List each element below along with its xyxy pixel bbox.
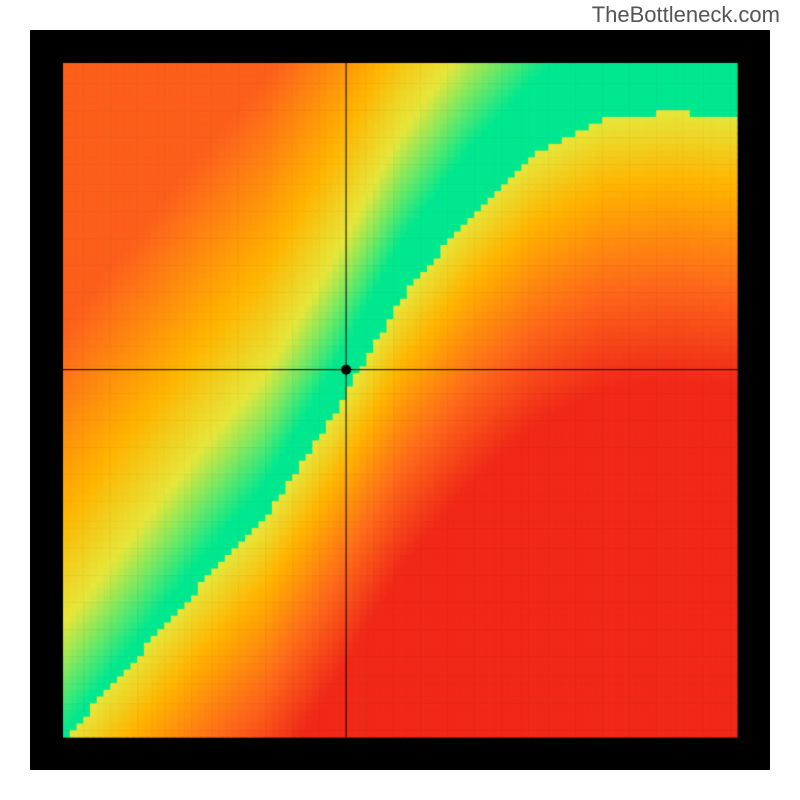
attribution-text: TheBottleneck.com	[592, 2, 780, 28]
bottleneck-heatmap	[30, 30, 770, 770]
